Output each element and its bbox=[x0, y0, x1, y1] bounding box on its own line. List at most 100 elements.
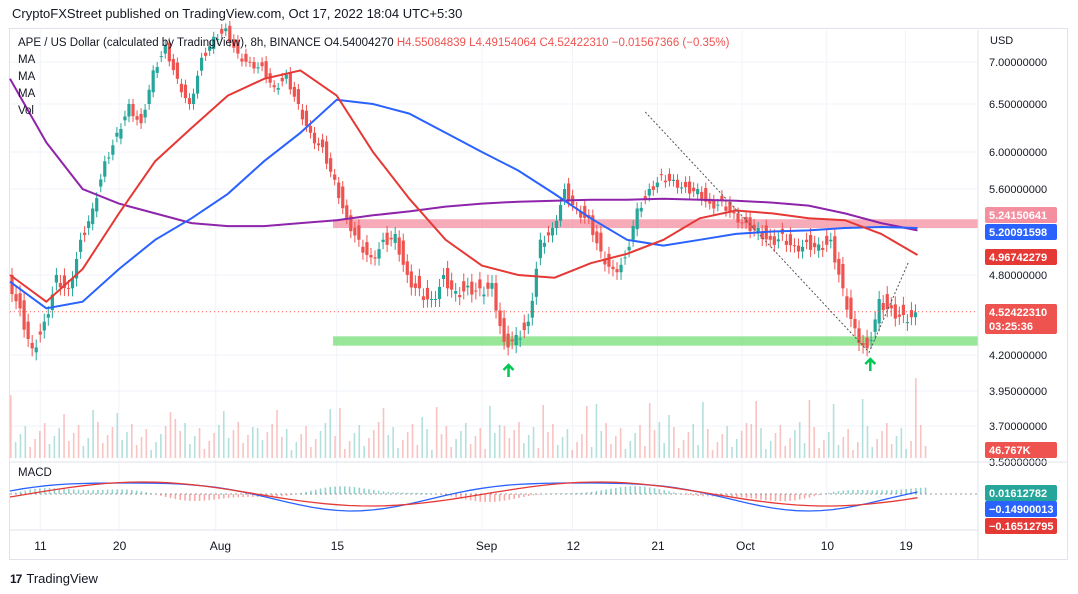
candle-body bbox=[518, 338, 522, 340]
macd-histogram-bar bbox=[305, 491, 307, 494]
volume-bar bbox=[494, 433, 496, 458]
volume-bar bbox=[745, 423, 748, 458]
up-arrow-icon bbox=[864, 357, 877, 371]
candle-body bbox=[708, 198, 712, 204]
volume-bar bbox=[474, 436, 477, 458]
macd-histogram-bar bbox=[72, 489, 75, 494]
candle-body bbox=[671, 179, 676, 181]
volume-bar bbox=[890, 444, 893, 458]
candle-body bbox=[425, 287, 430, 300]
macd-histogram-bar bbox=[145, 492, 148, 494]
candle-body bbox=[655, 182, 659, 188]
candle-body bbox=[756, 228, 760, 234]
candle-body bbox=[861, 343, 865, 346]
macd-histogram-bar bbox=[566, 493, 569, 494]
macd-histogram-bar bbox=[571, 493, 574, 494]
macd-histogram-bar bbox=[827, 492, 830, 494]
macd-histogram-bar bbox=[421, 492, 423, 494]
chart-legend: APE / US Dollar (calculated by TradingVi… bbox=[18, 35, 729, 120]
volume-bar bbox=[910, 441, 912, 458]
time-axis-tick: 11 bbox=[34, 539, 47, 553]
time-axis-tick: Oct bbox=[736, 539, 755, 553]
macd-histogram-bar bbox=[556, 493, 559, 494]
volume-bar bbox=[798, 422, 801, 458]
macd-histogram-bar bbox=[673, 492, 675, 494]
volume-bar bbox=[300, 434, 302, 458]
macd-histogram-bar bbox=[910, 488, 912, 494]
candle-body bbox=[409, 271, 413, 288]
candle-body bbox=[119, 128, 123, 139]
volume-bar bbox=[629, 441, 632, 458]
macd-histogram-bar bbox=[402, 492, 404, 494]
macd-histogram-bar bbox=[343, 486, 346, 494]
macd-histogram-bar bbox=[222, 494, 225, 499]
candle-body bbox=[796, 245, 801, 252]
ma-blue-line bbox=[9, 98, 918, 310]
candle-body bbox=[369, 255, 373, 258]
macd-histogram-bar bbox=[740, 494, 743, 498]
macd-histogram-bar bbox=[106, 489, 109, 494]
macd-histogram-bar bbox=[876, 490, 878, 494]
candle-body bbox=[329, 158, 333, 172]
legend-symbol[interactable]: APE / US Dollar (calculated by TradingVi… bbox=[18, 37, 321, 49]
volume-bar bbox=[590, 447, 593, 458]
volume-bar bbox=[615, 436, 617, 458]
candle-body bbox=[38, 331, 42, 335]
macd-histogram-bar bbox=[174, 494, 177, 500]
candle-body bbox=[216, 39, 220, 41]
volume-bar bbox=[692, 424, 695, 458]
macd-histogram-bar bbox=[871, 490, 874, 494]
candle-body bbox=[115, 132, 119, 137]
volume-bar bbox=[82, 446, 85, 458]
candle-body bbox=[821, 247, 825, 250]
candle-body bbox=[139, 113, 143, 124]
macd-histogram-bar bbox=[314, 489, 317, 494]
candle-body bbox=[603, 258, 607, 265]
candle-body bbox=[22, 300, 26, 330]
macd-label[interactable]: MACD bbox=[18, 467, 52, 479]
macd-histogram-bar bbox=[353, 487, 356, 494]
macd-histogram-bar bbox=[595, 491, 598, 494]
macd-histogram-bar bbox=[474, 494, 477, 502]
candle-body bbox=[502, 318, 506, 342]
macd-line bbox=[9, 482, 918, 512]
volume-bar bbox=[576, 442, 578, 458]
candle-body bbox=[183, 84, 188, 99]
candle-body bbox=[607, 253, 611, 267]
legend-volume[interactable]: Vol bbox=[18, 105, 34, 117]
candle-body bbox=[558, 204, 563, 221]
candle-body bbox=[159, 56, 163, 58]
macd-histogram-bar bbox=[58, 488, 60, 494]
macd-histogram-bar bbox=[581, 492, 583, 494]
volume-bar bbox=[542, 405, 544, 458]
volume-bar bbox=[900, 428, 903, 458]
legend-ma-1[interactable]: MA bbox=[18, 54, 36, 66]
volume-bar bbox=[813, 427, 816, 458]
candle-body bbox=[131, 104, 135, 117]
footer-brand[interactable]: TradingView bbox=[26, 571, 98, 586]
price-axis-tick: 3.50000000 bbox=[989, 457, 1047, 469]
legend-ma-3[interactable]: MA bbox=[18, 88, 36, 100]
macd-histogram-bar bbox=[644, 486, 646, 494]
price-label-box bbox=[985, 442, 1057, 458]
price-label-box bbox=[985, 249, 1057, 265]
candle-body bbox=[204, 52, 208, 56]
chart-frame[interactable] bbox=[9, 28, 1068, 560]
candle-body bbox=[728, 202, 732, 213]
candle-body bbox=[567, 183, 571, 202]
macd-histogram-bar bbox=[503, 494, 506, 501]
macd-histogram-bar bbox=[769, 494, 772, 501]
volume-bar bbox=[774, 433, 777, 458]
candle-body bbox=[163, 45, 167, 54]
volume-bar bbox=[164, 426, 167, 458]
volume-bar bbox=[285, 429, 288, 458]
candle-body bbox=[615, 269, 619, 273]
volume-bar bbox=[484, 449, 486, 458]
candle-body bbox=[95, 198, 99, 212]
legend-ma-2[interactable]: MA bbox=[18, 71, 36, 83]
candle-body bbox=[296, 89, 300, 104]
volume-bar bbox=[750, 424, 753, 458]
candle-body bbox=[825, 235, 829, 245]
macd-histogram-bar bbox=[406, 492, 409, 494]
